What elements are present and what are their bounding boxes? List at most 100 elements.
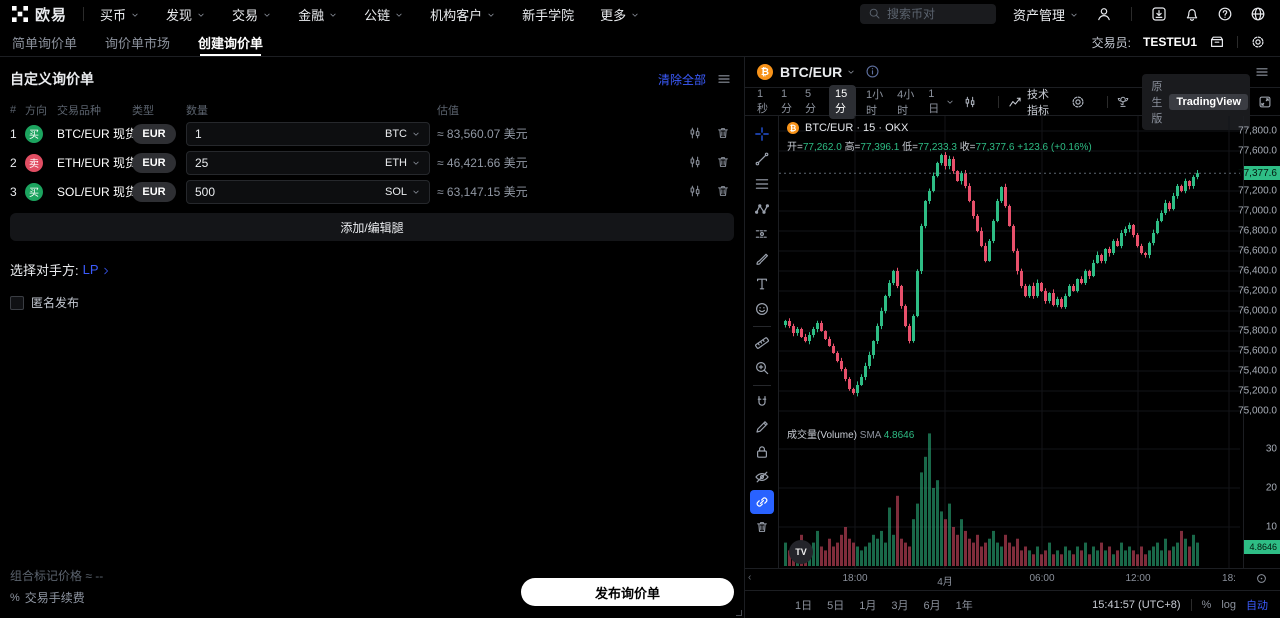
crosshair-icon[interactable] bbox=[750, 122, 774, 146]
fullscreen-icon[interactable] bbox=[1258, 95, 1272, 109]
zoom-in-icon[interactable] bbox=[750, 356, 774, 380]
draw-pencil-icon[interactable] bbox=[750, 415, 774, 439]
price-axis[interactable]: 77,800.0 77,600.0 77,200.0 77,000.0 76,800.0… bbox=[1238, 116, 1280, 568]
main-menu-item[interactable]: 机构客户 bbox=[430, 5, 496, 24]
publish-rfq-button[interactable]: 发布询价单 bbox=[521, 578, 734, 606]
indicators-button[interactable]: 技术指标 bbox=[1008, 86, 1058, 118]
leg-delete-icon[interactable] bbox=[716, 183, 730, 201]
auto-scale-button[interactable]: 自动 bbox=[1246, 599, 1268, 612]
type-pill[interactable]: EUR bbox=[132, 152, 176, 173]
leg-chart-icon[interactable] bbox=[688, 154, 702, 172]
search-box[interactable] bbox=[859, 4, 996, 24]
main-menu-item[interactable]: 金融 bbox=[298, 5, 338, 24]
candle-style-icon[interactable] bbox=[963, 95, 977, 109]
emoji-icon[interactable] bbox=[750, 297, 774, 321]
timeframe-1秒[interactable]: 1秒 bbox=[757, 87, 768, 115]
clear-all-button[interactable]: 清除全部 bbox=[657, 72, 706, 87]
timeframe-15分[interactable]: 15分 bbox=[829, 84, 856, 119]
tradingview-mode-button[interactable]: TradingView bbox=[1169, 93, 1248, 110]
timeframe-expand-icon[interactable] bbox=[945, 96, 955, 108]
add-edit-legs-button[interactable]: 添加/编辑腿 bbox=[10, 213, 734, 241]
trend-line-icon[interactable] bbox=[750, 147, 774, 171]
currency-select[interactable]: BTC bbox=[385, 128, 421, 140]
anonymous-checkbox[interactable] bbox=[10, 295, 24, 310]
main-menu-item[interactable]: 买币 bbox=[100, 5, 140, 24]
amount-input[interactable] bbox=[195, 126, 385, 141]
xabcd-pattern-icon[interactable] bbox=[750, 197, 774, 221]
ruler-icon[interactable] bbox=[750, 331, 774, 355]
amount-input-box[interactable]: SOL bbox=[186, 179, 430, 204]
info-icon[interactable] bbox=[865, 63, 880, 81]
leg-delete-icon[interactable] bbox=[716, 125, 730, 143]
timeframe-4小时[interactable]: 4小时 bbox=[897, 88, 915, 117]
type-pill[interactable]: EUR bbox=[132, 123, 176, 144]
globe-icon[interactable] bbox=[1250, 5, 1266, 23]
lock-drawings-icon[interactable] bbox=[750, 440, 774, 464]
timeframe-1小时[interactable]: 1小时 bbox=[866, 88, 884, 117]
trash-icon[interactable] bbox=[750, 515, 774, 539]
leg-delete-icon[interactable] bbox=[716, 154, 730, 172]
timeframe-1分[interactable]: 1分 bbox=[781, 87, 793, 115]
snapshot-icon[interactable] bbox=[1116, 95, 1130, 109]
go-to-realtime-icon[interactable] bbox=[1255, 572, 1268, 585]
chevron-down-icon[interactable] bbox=[846, 63, 856, 81]
help-icon[interactable] bbox=[1217, 5, 1233, 23]
settings-icon[interactable] bbox=[1250, 34, 1266, 50]
main-menu-item[interactable]: 交易 bbox=[232, 5, 272, 24]
user-icon[interactable] bbox=[1096, 5, 1112, 23]
tab-创建询价单[interactable]: 创建询价单 bbox=[198, 28, 263, 56]
brush-icon[interactable] bbox=[750, 247, 774, 271]
currency-select[interactable]: SOL bbox=[385, 186, 421, 198]
panel-resize-handle[interactable] bbox=[736, 610, 742, 616]
download-app-icon[interactable] bbox=[1151, 5, 1167, 23]
range-6月[interactable]: 6月 bbox=[923, 599, 941, 612]
main-menu-item[interactable]: 公链 bbox=[364, 5, 404, 24]
currency-select[interactable]: ETH bbox=[385, 157, 421, 169]
type-pill[interactable]: EUR bbox=[132, 181, 176, 202]
chart-clock[interactable]: 15:41:57 (UTC+8) bbox=[1092, 598, 1181, 611]
tab-简单询价单[interactable]: 简单询价单 bbox=[12, 35, 78, 51]
link-intervals-icon[interactable] bbox=[749, 490, 774, 514]
log-scale-button[interactable]: log bbox=[1221, 598, 1236, 611]
tradingview-logo[interactable]: TV bbox=[789, 540, 813, 564]
main-menu-item[interactable]: 新手学院 bbox=[522, 5, 574, 24]
time-axis[interactable]: ‹ 18:00 4月 06:00 12:00 18: bbox=[745, 568, 1280, 590]
leg-pair[interactable]: BTC/EUR 现货 bbox=[57, 125, 152, 142]
notifications-icon[interactable] bbox=[1184, 5, 1200, 23]
chart-settings-icon[interactable] bbox=[1070, 94, 1086, 110]
timeframe-1日[interactable]: 1日 bbox=[928, 87, 940, 115]
range-1日[interactable]: 1日 bbox=[795, 599, 813, 612]
range-1月[interactable]: 1月 bbox=[859, 599, 877, 612]
counterparty-select[interactable]: LP bbox=[83, 262, 111, 277]
leg-chart-icon[interactable] bbox=[688, 125, 702, 143]
chart-canvas[interactable]: ₿ BTC/EUR · 15 · OKX 开=77,262.0 高=77,396… bbox=[779, 116, 1243, 568]
collapse-arrow-icon[interactable]: ‹ bbox=[748, 572, 752, 583]
leg-chart-icon[interactable] bbox=[688, 183, 702, 201]
chart-pair-selector[interactable]: BTC/EUR bbox=[780, 64, 843, 80]
orders-box-icon[interactable] bbox=[1209, 34, 1225, 50]
amount-input[interactable] bbox=[195, 184, 385, 199]
panel-menu-icon[interactable] bbox=[716, 70, 732, 88]
magnet-icon[interactable] bbox=[750, 390, 774, 414]
okx-logo[interactable]: 欧易 bbox=[12, 4, 67, 25]
hide-drawings-icon[interactable] bbox=[750, 465, 774, 489]
search-input[interactable] bbox=[886, 7, 988, 21]
fib-retracement-icon[interactable] bbox=[750, 172, 774, 196]
range-3月[interactable]: 3月 bbox=[891, 599, 909, 612]
main-menu-item[interactable]: 发现 bbox=[166, 5, 206, 24]
leg-pair[interactable]: SOL/EUR 现货 bbox=[57, 183, 152, 200]
amount-input-box[interactable]: ETH bbox=[186, 150, 430, 175]
long-position-icon[interactable] bbox=[750, 222, 774, 246]
amount-input-box[interactable]: BTC bbox=[186, 121, 430, 146]
trading-fee-link[interactable]: % 交易手续费 bbox=[10, 589, 103, 606]
native-mode-button[interactable]: 原生版 bbox=[1151, 80, 1163, 125]
amount-input[interactable] bbox=[195, 155, 385, 170]
main-menu-item[interactable]: 更多 bbox=[600, 5, 640, 24]
chart-header-menu-icon[interactable] bbox=[1254, 63, 1270, 81]
range-1年[interactable]: 1年 bbox=[955, 599, 973, 612]
timeframe-5分[interactable]: 5分 bbox=[805, 87, 817, 115]
tab-询价单市场[interactable]: 询价单市场 bbox=[105, 35, 171, 51]
text-icon[interactable] bbox=[750, 272, 774, 296]
leg-pair[interactable]: ETH/EUR 现货 bbox=[57, 154, 152, 171]
percent-scale-button[interactable]: % bbox=[1201, 598, 1212, 611]
